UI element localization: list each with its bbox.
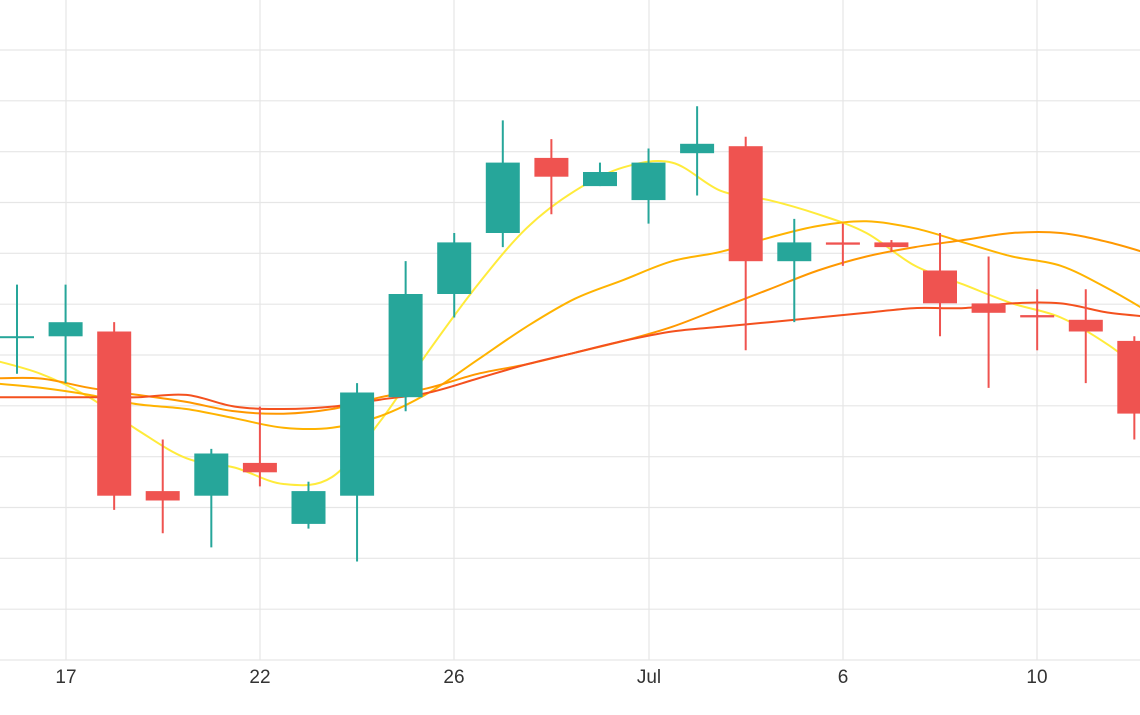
candle-down[interactable] — [534, 139, 569, 215]
candle-layer — [0, 106, 1140, 562]
candle-body — [194, 453, 229, 496]
candle-up[interactable] — [485, 120, 520, 248]
candle-up[interactable] — [48, 284, 83, 384]
candle-down[interactable] — [242, 406, 277, 487]
candle-body — [631, 162, 666, 201]
candle-body — [388, 294, 423, 398]
x-tick-label: 6 — [838, 667, 849, 688]
candle-body — [923, 270, 957, 304]
candle-body — [825, 242, 860, 245]
candle-body — [971, 303, 1006, 313]
candle-body — [48, 322, 83, 337]
candle-body — [1068, 319, 1103, 332]
candle-up[interactable] — [437, 233, 472, 318]
candle-body — [1117, 340, 1140, 414]
candle-body — [0, 336, 34, 339]
candle-up[interactable] — [388, 261, 423, 412]
moving-average-line — [0, 220, 1140, 431]
candle-down[interactable] — [1068, 289, 1103, 384]
candle-down[interactable] — [97, 322, 132, 510]
moving-average-line — [0, 160, 1140, 487]
candle-up[interactable] — [777, 218, 812, 323]
candle-body — [242, 462, 277, 473]
candle-up[interactable] — [0, 284, 34, 374]
moving-average-line — [0, 301, 1140, 411]
candle-body — [680, 143, 715, 154]
x-tick-label: 17 — [55, 667, 76, 688]
candle-up[interactable] — [680, 106, 715, 196]
candle-up[interactable] — [583, 162, 617, 187]
candle-down[interactable] — [728, 136, 763, 351]
candle-down[interactable] — [971, 256, 1006, 388]
x-axis: 17 22 26 Jul 6 10 — [55, 667, 1047, 688]
candle-body — [340, 392, 375, 496]
candle-body — [874, 242, 909, 248]
candle-down[interactable] — [1117, 336, 1140, 440]
candle-up[interactable] — [291, 481, 326, 529]
candle-body — [583, 172, 617, 187]
candle-body — [437, 242, 472, 294]
x-tick-label: 10 — [1026, 667, 1047, 688]
candle-body — [291, 491, 326, 524]
candle-down[interactable] — [825, 223, 860, 266]
grid-layer — [0, 0, 1140, 661]
candle-up[interactable] — [194, 448, 229, 548]
x-tick-label: 22 — [249, 667, 270, 688]
candle-body — [534, 157, 569, 177]
candle-down[interactable] — [874, 240, 909, 252]
candle-down[interactable] — [145, 439, 180, 534]
candle-down[interactable] — [923, 233, 957, 337]
candle-body — [728, 146, 763, 262]
candle-body — [1020, 315, 1055, 318]
candle-up[interactable] — [631, 148, 666, 224]
candle-body — [485, 162, 520, 233]
candle-body — [777, 242, 812, 262]
x-tick-label: 26 — [443, 667, 464, 688]
x-tick-label: Jul — [637, 667, 661, 688]
candle-up[interactable] — [340, 383, 375, 562]
moving-average-layer — [0, 160, 1140, 487]
candle-body — [97, 331, 132, 496]
moving-average-line — [0, 230, 1140, 415]
candle-body — [145, 491, 180, 501]
candle-down[interactable] — [1020, 289, 1055, 351]
